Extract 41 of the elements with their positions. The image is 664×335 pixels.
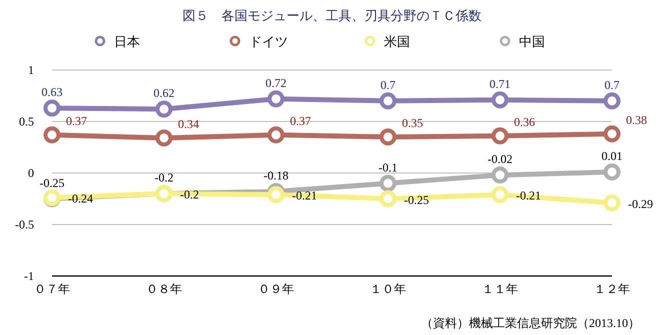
data-label: -0.2 xyxy=(180,188,199,202)
x-tick-label: ０７年 xyxy=(34,282,70,296)
data-label: 0.37 xyxy=(66,114,87,128)
data-label: -0.25 xyxy=(40,176,64,190)
data-label: 0.63 xyxy=(42,85,62,100)
data-label: 0.71 xyxy=(490,76,510,91)
text: （資料）機械工業信息研究院（2013.10） xyxy=(421,316,640,330)
x-tick-label: ０８年 xyxy=(146,282,182,296)
data-label: -0.29 xyxy=(628,196,653,211)
x-tick-label: １０年 xyxy=(370,282,406,296)
y-tick-label: -1 xyxy=(24,269,34,283)
data-label: 0.7 xyxy=(380,78,396,92)
data-label: 0.62 xyxy=(154,86,174,100)
legend-label: 中国 xyxy=(519,34,545,49)
legend-label: ドイツ xyxy=(249,34,288,49)
legend-label: 日本 xyxy=(114,34,140,49)
data-label: 0.7 xyxy=(604,78,620,92)
data-label: -0.18 xyxy=(264,168,288,183)
data-label: 0.34 xyxy=(178,116,199,131)
data-label: -0.25 xyxy=(404,192,429,207)
data-label: -0.1 xyxy=(378,160,398,174)
data-label: 0.72 xyxy=(266,76,286,90)
y-tick-label: 0 xyxy=(28,166,34,180)
y-tick-label: 1 xyxy=(28,63,34,77)
y-tick-label: 0.5 xyxy=(19,114,34,128)
y-tick-label: -0.5 xyxy=(15,218,34,232)
x-tick-label: ０９年 xyxy=(258,282,294,296)
data-label: -0.2 xyxy=(154,170,174,185)
data-label: 0.01 xyxy=(602,148,622,163)
data-label: -0.02 xyxy=(488,152,512,166)
data-label: 0.38 xyxy=(626,112,647,127)
data-label: 0.36 xyxy=(514,114,535,129)
data-label: -0.24 xyxy=(68,192,93,206)
title: 図５ 各国モジュール、工具、刃具分野のＴＣ係数 xyxy=(182,8,482,23)
data-label: 0.37 xyxy=(290,114,311,128)
data-label: -0.21 xyxy=(516,188,541,203)
legend-label: 米国 xyxy=(384,34,410,49)
x-tick-label: １１年 xyxy=(482,282,518,296)
x-tick-label: １２年 xyxy=(594,282,630,296)
data-label: 0.35 xyxy=(402,116,423,130)
data-label: -0.21 xyxy=(292,188,317,203)
